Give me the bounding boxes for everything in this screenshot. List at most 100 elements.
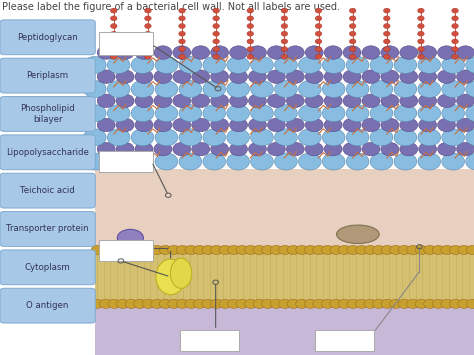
Circle shape	[299, 153, 321, 170]
Circle shape	[400, 118, 418, 132]
Circle shape	[203, 105, 226, 122]
Circle shape	[400, 94, 418, 108]
Circle shape	[155, 129, 178, 146]
Circle shape	[116, 94, 134, 108]
Circle shape	[145, 31, 151, 36]
Circle shape	[274, 56, 297, 73]
Circle shape	[418, 81, 441, 98]
Text: Transporter protein: Transporter protein	[6, 224, 89, 234]
Circle shape	[415, 245, 428, 255]
Circle shape	[203, 129, 226, 146]
Circle shape	[432, 299, 445, 308]
Circle shape	[438, 70, 456, 83]
Circle shape	[322, 56, 345, 73]
Circle shape	[418, 129, 441, 146]
Circle shape	[110, 8, 117, 13]
Circle shape	[364, 245, 376, 255]
Circle shape	[179, 54, 185, 59]
Circle shape	[229, 70, 247, 83]
Circle shape	[400, 46, 418, 59]
Circle shape	[458, 299, 470, 308]
Circle shape	[125, 245, 137, 255]
Circle shape	[97, 94, 115, 108]
Circle shape	[110, 39, 117, 44]
Circle shape	[394, 153, 417, 170]
Circle shape	[262, 299, 274, 308]
Circle shape	[267, 94, 285, 108]
Circle shape	[349, 47, 356, 51]
Circle shape	[343, 94, 361, 108]
Circle shape	[179, 8, 185, 13]
Circle shape	[419, 142, 437, 156]
Ellipse shape	[171, 258, 191, 288]
Circle shape	[407, 299, 419, 308]
Circle shape	[145, 16, 151, 21]
Circle shape	[213, 16, 219, 21]
Circle shape	[202, 299, 214, 308]
Circle shape	[279, 299, 291, 308]
Circle shape	[400, 70, 418, 83]
Circle shape	[274, 105, 297, 122]
Circle shape	[267, 142, 285, 156]
Circle shape	[107, 129, 130, 146]
Circle shape	[155, 81, 178, 98]
Circle shape	[394, 129, 417, 146]
Circle shape	[383, 39, 390, 44]
Circle shape	[251, 129, 273, 146]
Circle shape	[145, 47, 151, 51]
Circle shape	[347, 299, 359, 308]
Circle shape	[247, 31, 254, 36]
Circle shape	[394, 56, 417, 73]
Circle shape	[135, 70, 153, 83]
Circle shape	[281, 39, 288, 44]
FancyBboxPatch shape	[0, 250, 95, 285]
Circle shape	[442, 129, 465, 146]
Circle shape	[179, 153, 202, 170]
Circle shape	[452, 47, 458, 51]
Circle shape	[117, 299, 129, 308]
Circle shape	[456, 94, 474, 108]
Circle shape	[247, 16, 254, 21]
FancyBboxPatch shape	[0, 135, 95, 170]
Circle shape	[281, 54, 288, 59]
Circle shape	[343, 70, 361, 83]
Circle shape	[210, 46, 228, 59]
Circle shape	[442, 81, 465, 98]
Circle shape	[381, 94, 399, 108]
Circle shape	[324, 70, 342, 83]
Circle shape	[456, 70, 474, 83]
Circle shape	[248, 118, 266, 132]
Circle shape	[304, 299, 317, 308]
Circle shape	[210, 245, 223, 255]
Circle shape	[179, 129, 202, 146]
Circle shape	[438, 142, 456, 156]
Circle shape	[322, 105, 345, 122]
Circle shape	[452, 16, 458, 21]
Circle shape	[394, 81, 417, 98]
Circle shape	[248, 46, 266, 59]
Text: Periplasm: Periplasm	[27, 71, 69, 80]
Circle shape	[173, 70, 191, 83]
Circle shape	[135, 142, 153, 156]
Circle shape	[373, 299, 385, 308]
Circle shape	[142, 245, 155, 255]
Circle shape	[418, 56, 441, 73]
Circle shape	[134, 299, 146, 308]
Circle shape	[281, 23, 288, 28]
Circle shape	[349, 54, 356, 59]
Circle shape	[107, 105, 130, 122]
Circle shape	[251, 153, 273, 170]
Circle shape	[267, 70, 285, 83]
Circle shape	[321, 299, 334, 308]
Circle shape	[315, 54, 322, 59]
Circle shape	[349, 8, 356, 13]
Circle shape	[438, 46, 456, 59]
Text: Cytoplasm: Cytoplasm	[25, 263, 71, 272]
Circle shape	[432, 245, 445, 255]
Circle shape	[313, 299, 325, 308]
Circle shape	[251, 56, 273, 73]
Circle shape	[274, 129, 297, 146]
Circle shape	[131, 56, 154, 73]
Circle shape	[97, 46, 115, 59]
Circle shape	[424, 245, 436, 255]
